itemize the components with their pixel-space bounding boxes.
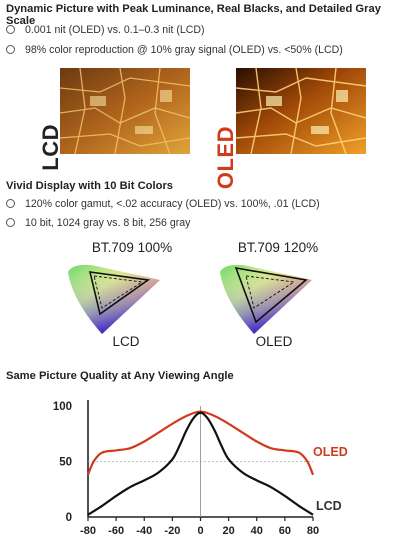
x-tick-label: -80 [80,525,96,537]
circle-bullet-icon [6,45,15,54]
section1-bullet-2: 98% color reproduction @ 10% gray signal… [6,44,343,56]
x-tick-label: 80 [307,525,319,537]
series-label-lcd: LCD [316,499,342,513]
lcd-image [60,68,190,154]
series-line-lcd [87,411,314,516]
lcd-gamut-label: LCD [112,334,140,349]
circle-bullet-icon [6,199,15,208]
section2-bullet-2: 10 bit, 1024 gray vs. 8 bit, 256 gray [6,217,190,229]
circle-bullet-icon [6,218,15,227]
oled-image [236,68,366,154]
viewing-angle-chart: -80 -60 -40 -20 0 20 40 60 80 0 50 100 OLED LCD [53,400,348,537]
section2-bullet-1: 120% color gamut, <.02 accuracy (OLED) v… [6,198,320,210]
series-label-oled: OLED [313,445,348,459]
x-tick-label: 60 [279,525,291,537]
x-tick-label: 0 [197,525,203,537]
oled-gamut-label: OLED [255,334,293,349]
x-tick-label: 20 [223,525,235,537]
x-tick-label: -20 [164,525,180,537]
series-line-oled [86,410,315,476]
section2-heading: Vivid Display with 10 Bit Colors [6,180,174,192]
oled-gamut-title: BT.709 120% [237,240,319,255]
x-tick-label: 40 [251,525,263,537]
oled-gamut-diagram [220,264,312,334]
section1-heading: Dynamic Picture with Peak Luminance, Rea… [6,3,381,27]
lcd-gamut-diagram [68,264,160,334]
x-tick-label: -60 [108,525,124,537]
y-tick-label: 100 [53,401,72,413]
section1-bullet-1: 0.001 nit (OLED) vs. 0.1–0.3 nit (LCD) [6,24,205,36]
x-tick-label: -40 [136,525,152,537]
section3-heading: Same Picture Quality at Any Viewing Angl… [6,370,234,382]
y-tick-label: 50 [59,457,72,469]
lcd-gamut-title: BT.709 100% [91,240,173,255]
y-tick-label: 0 [66,512,72,524]
circle-bullet-icon [6,25,15,34]
